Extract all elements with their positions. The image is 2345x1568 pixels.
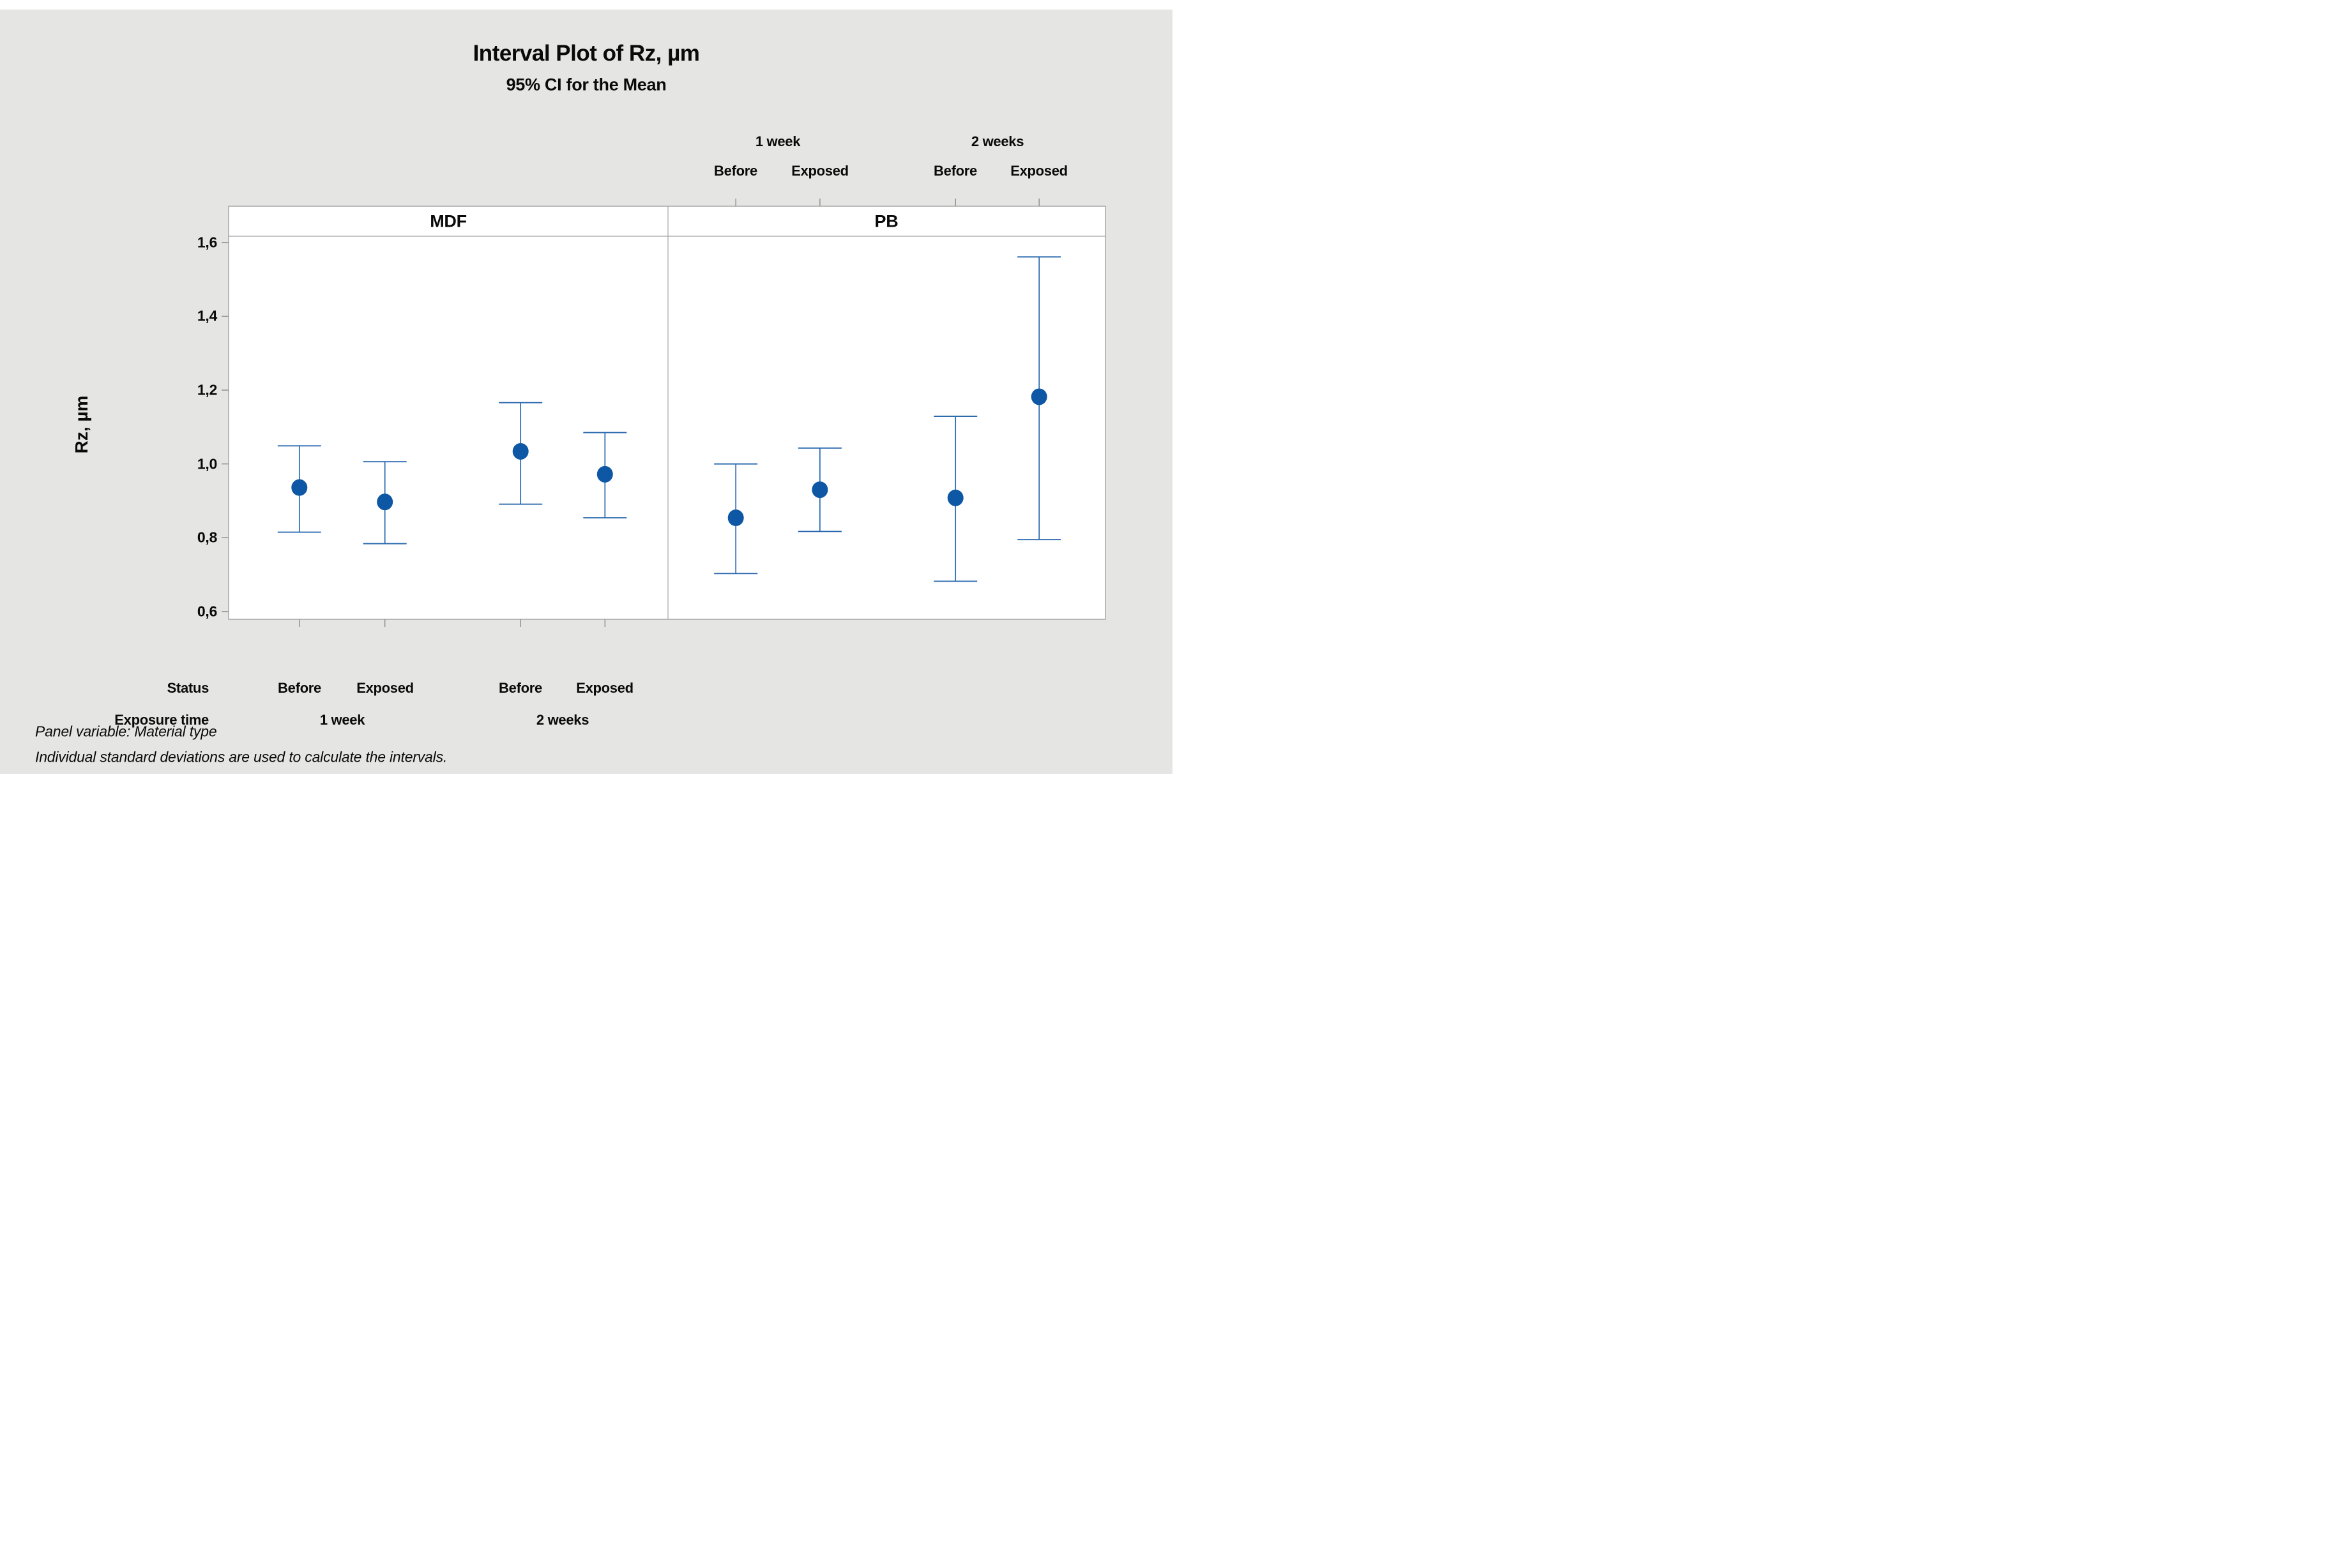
y-tick-label: 1,6 (197, 234, 217, 251)
panel-header-pb: PB (874, 211, 899, 231)
panel-border (228, 206, 1106, 620)
interval-mdf-before-2weeks-mean-marker (512, 442, 529, 460)
top-status-label-before-1: Before (714, 163, 757, 179)
interval-mdf-exposed-1week-mean-marker (377, 494, 393, 511)
top-status-label-exposed-2: Exposed (1010, 163, 1068, 179)
plot-canvas (222, 199, 1106, 627)
footnote-panel-variable: Panel variable: Material type (35, 723, 217, 740)
y-axis-label: Rz, µm (72, 395, 91, 454)
interval-pb-exposed-2weeks-mean-marker (1031, 388, 1047, 405)
y-tick-label: 0,8 (197, 529, 217, 546)
status-row-label: Status (167, 680, 209, 696)
bottom-exposure-label-2weeks: 2 weeks (536, 712, 589, 728)
top-exposure-label-1week: 1 week (755, 133, 801, 149)
bottom-status-label-exposed-1: Exposed (356, 680, 414, 696)
interval-mdf-before-1week-mean-marker (291, 479, 308, 496)
interval-pb-before-2weeks-mean-marker (947, 489, 964, 506)
chart-subtitle: 95% CI for the Mean (506, 75, 667, 94)
bottom-status-label-before-1: Before (278, 680, 321, 696)
y-tick-label: 0,6 (197, 603, 217, 620)
panel-background (229, 206, 1105, 619)
y-tick-label: 1,0 (197, 455, 217, 472)
exposure-time-row-label: Exposure time (114, 712, 209, 728)
bottom-white-margin (0, 774, 1172, 784)
chart-title: Interval Plot of Rz, µm (473, 41, 700, 66)
bottom-status-label-before-2: Before (499, 680, 542, 696)
interval-pb-before-1week-mean-marker (727, 509, 744, 527)
y-tick-label: 1,2 (197, 381, 217, 398)
footnote-std-dev: Individual standard deviations are used … (35, 748, 448, 765)
bottom-exposure-label-1week: 1 week (319, 712, 365, 728)
top-white-margin (0, 0, 1172, 10)
interval-plot-figure: Interval Plot of Rz, µm 95% CI for the M… (0, 0, 1172, 784)
interval-mdf-exposed-2weeks-mean-marker (596, 465, 613, 483)
bottom-status-label-exposed-2: Exposed (576, 680, 634, 696)
y-tick-label: 1,4 (197, 307, 217, 324)
interval-pb-exposed-1week-mean-marker (812, 481, 828, 499)
top-status-label-exposed-1: Exposed (791, 163, 849, 179)
top-exposure-label-2weeks: 2 weeks (971, 133, 1024, 149)
panel-header-mdf: MDF (430, 211, 467, 231)
top-status-label-before-2: Before (934, 163, 977, 179)
